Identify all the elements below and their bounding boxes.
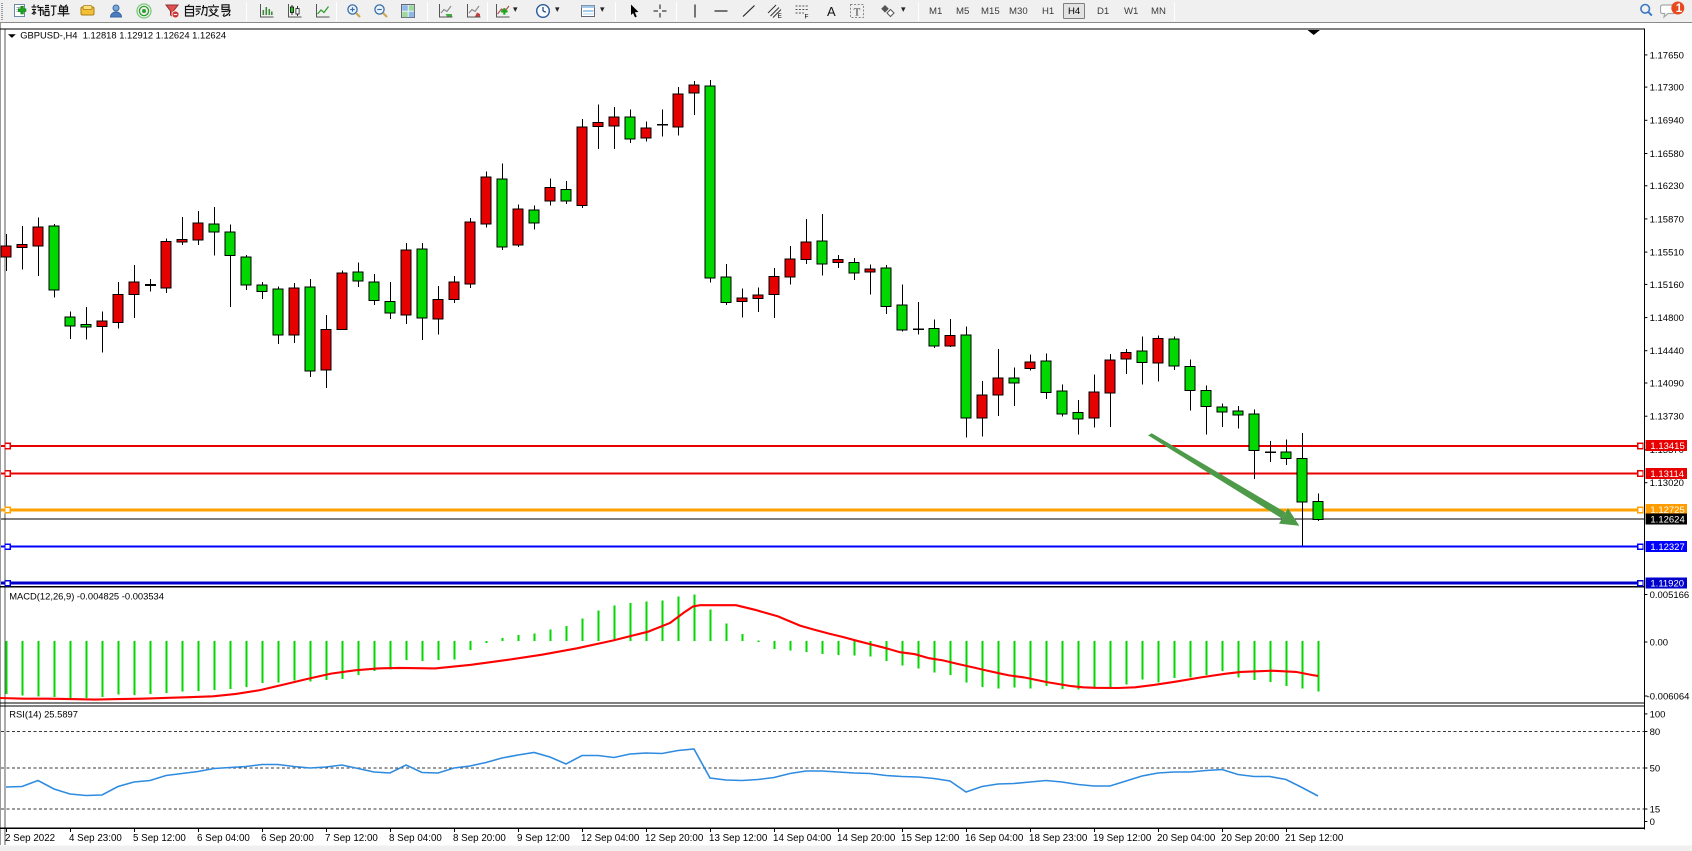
svg-text:-0.006064: -0.006064: [1647, 691, 1690, 702]
svg-text:1.16580: 1.16580: [1650, 149, 1684, 160]
svg-text:F: F: [805, 14, 809, 20]
svg-text:5 Sep 12:00: 5 Sep 12:00: [133, 833, 186, 844]
svg-text:GBPUSD-,H4 1.12818 1.12912 1.: GBPUSD-,H4 1.12818 1.12912 1.12624 1.126…: [20, 30, 226, 41]
svg-text:12 Sep 20:00: 12 Sep 20:00: [645, 833, 704, 844]
svg-text:4 Sep 23:00: 4 Sep 23:00: [69, 833, 122, 844]
svg-text:1.13114: 1.13114: [1650, 469, 1684, 480]
svg-text:1.13730: 1.13730: [1650, 412, 1684, 423]
svg-text:8 Sep 20:00: 8 Sep 20:00: [453, 833, 506, 844]
svg-text:1.15510: 1.15510: [1650, 248, 1684, 259]
svg-text:20 Sep 04:00: 20 Sep 04:00: [1157, 833, 1216, 844]
svg-text:1.14800: 1.14800: [1650, 313, 1684, 324]
svg-text:1: 1: [1676, 3, 1683, 15]
svg-text:12 Sep 04:00: 12 Sep 04:00: [581, 833, 640, 844]
svg-text:9 Sep 12:00: 9 Sep 12:00: [517, 833, 570, 844]
svg-text:0.00: 0.00: [1650, 637, 1669, 648]
svg-text:6 Sep 20:00: 6 Sep 20:00: [261, 833, 314, 844]
svg-text:7 Sep 12:00: 7 Sep 12:00: [325, 833, 378, 844]
svg-text:8 Sep 04:00: 8 Sep 04:00: [389, 833, 442, 844]
svg-text:1.17300: 1.17300: [1650, 83, 1684, 94]
svg-text:14 Sep 04:00: 14 Sep 04:00: [773, 833, 832, 844]
svg-text:1.12725: 1.12725: [1650, 505, 1684, 516]
svg-text:0.005166: 0.005166: [1650, 590, 1690, 601]
svg-text:100: 100: [1650, 709, 1666, 720]
svg-text:14 Sep 20:00: 14 Sep 20:00: [837, 833, 896, 844]
svg-text:18 Sep 23:00: 18 Sep 23:00: [1029, 833, 1088, 844]
svg-text:E: E: [778, 13, 783, 19]
svg-text:1.12624: 1.12624: [1650, 514, 1684, 525]
svg-text:1.15870: 1.15870: [1650, 214, 1684, 225]
svg-text:15: 15: [1650, 804, 1661, 815]
svg-text:1.14440: 1.14440: [1650, 346, 1684, 357]
svg-text:MACD(12,26,9) -0.004825 -0.003: MACD(12,26,9) -0.004825 -0.003534: [9, 591, 164, 602]
svg-text:1.16230: 1.16230: [1650, 181, 1684, 192]
svg-text:80: 80: [1650, 727, 1661, 738]
svg-text:0: 0: [1650, 817, 1655, 828]
svg-text:20 Sep 20:00: 20 Sep 20:00: [1221, 833, 1280, 844]
svg-text:50: 50: [1650, 763, 1661, 774]
svg-text:1.13020: 1.13020: [1650, 478, 1684, 489]
svg-text:16 Sep 04:00: 16 Sep 04:00: [965, 833, 1024, 844]
svg-text:RSI(14) 25.5897: RSI(14) 25.5897: [9, 709, 78, 720]
svg-text:13 Sep 12:00: 13 Sep 12:00: [709, 833, 768, 844]
svg-text:1.12327: 1.12327: [1650, 542, 1684, 553]
svg-text:2 Sep 2022: 2 Sep 2022: [5, 833, 55, 844]
svg-text:1.11920: 1.11920: [1650, 578, 1684, 589]
svg-text:6 Sep 04:00: 6 Sep 04:00: [197, 833, 250, 844]
svg-text:1.17650: 1.17650: [1650, 50, 1684, 61]
svg-text:1.14090: 1.14090: [1650, 378, 1684, 389]
svg-text:1.15160: 1.15160: [1650, 280, 1684, 291]
svg-text:1.13415: 1.13415: [1650, 441, 1684, 452]
svg-text:T: T: [854, 7, 861, 19]
svg-text:21 Sep 12:00: 21 Sep 12:00: [1285, 833, 1344, 844]
svg-text:1.16940: 1.16940: [1650, 116, 1684, 127]
svg-text:15 Sep 12:00: 15 Sep 12:00: [901, 833, 960, 844]
svg-text:19 Sep 12:00: 19 Sep 12:00: [1093, 833, 1152, 844]
